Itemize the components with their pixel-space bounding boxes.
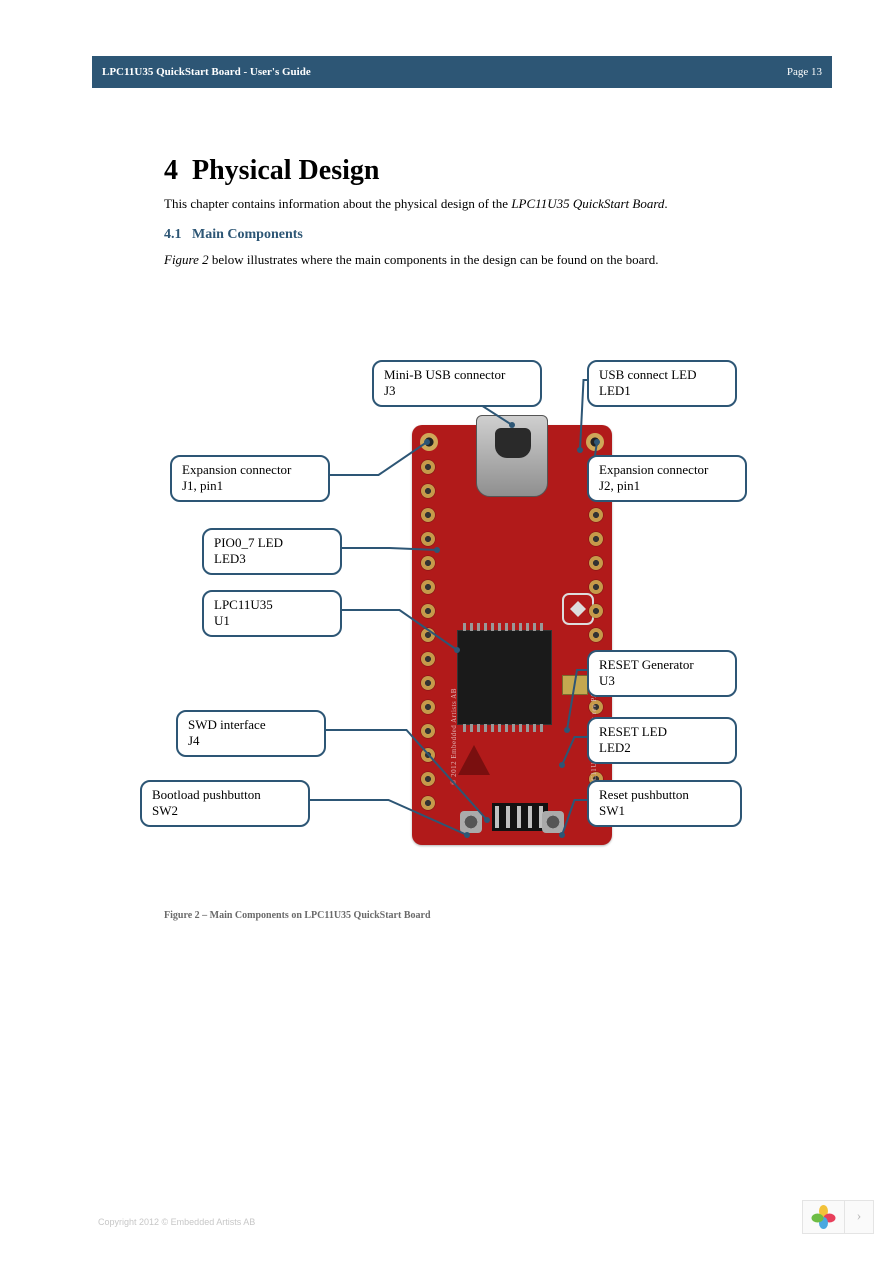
- content-block: 4 Physical Design This chapter contains …: [164, 155, 804, 283]
- callout-title: PIO0_7 LED: [214, 535, 330, 551]
- callout-ref: SW1: [599, 803, 730, 819]
- callout-ref: J3: [384, 383, 530, 399]
- callout-exp-j2: Expansion connectorJ2, pin1: [587, 455, 747, 502]
- pin-hole: [421, 772, 435, 786]
- callout-title: USB connect LED: [599, 367, 725, 383]
- header-title: LPC11U35 QuickStart Board - User's Guide: [102, 66, 311, 78]
- callout-lpc: LPC11U35U1: [202, 590, 342, 637]
- crystal: [562, 675, 588, 695]
- callout-ref: J4: [188, 733, 314, 749]
- callout-pio-led: PIO0_7 LEDLED3: [202, 528, 342, 575]
- figure-caption: Figure 2 – Main Components on LPC11U35 Q…: [164, 910, 431, 921]
- pin-hole: [421, 556, 435, 570]
- pin-hole: [421, 604, 435, 618]
- callout-title: Expansion connector: [599, 462, 735, 478]
- callout-ref: U3: [599, 673, 725, 689]
- pcb-board: © 2012 Embedded Artists AB PC11U35 Quick…: [412, 425, 612, 845]
- callout-ref: LED2: [599, 740, 725, 756]
- copyright-text: Copyright 2012 © Embedded Artists AB: [98, 1217, 255, 1227]
- mount-hole: [420, 433, 438, 451]
- pin-hole: [421, 676, 435, 690]
- callout-ref: J1, pin1: [182, 478, 318, 494]
- callout-title: Reset pushbutton: [599, 787, 730, 803]
- callout-swd: SWD interfaceJ4: [176, 710, 326, 757]
- pin-hole: [421, 508, 435, 522]
- nav-next-icon[interactable]: ›: [845, 1201, 873, 1233]
- callout-title: RESET Generator: [599, 657, 725, 673]
- callout-reset-gen: RESET GeneratorU3: [587, 650, 737, 697]
- header-page-number: Page 13: [787, 66, 822, 78]
- subsection-heading: 4.1 Main Components: [164, 227, 804, 243]
- pin-hole: [589, 532, 603, 546]
- section-heading: 4 Physical Design: [164, 155, 804, 187]
- callout-ref: LED1: [599, 383, 725, 399]
- mount-hole: [586, 433, 604, 451]
- callout-exp-j1: Expansion connectorJ1, pin1: [170, 455, 330, 502]
- pin-hole: [421, 460, 435, 474]
- callout-ref: J2, pin1: [599, 478, 735, 494]
- callout-ref: LED3: [214, 551, 330, 567]
- callout-reset-led: RESET LEDLED2: [587, 717, 737, 764]
- callout-title: Bootload pushbutton: [152, 787, 298, 803]
- pin-hole: [421, 652, 435, 666]
- callout-title: LPC11U35: [214, 597, 330, 613]
- mcu-chip: [457, 630, 552, 725]
- callout-title: RESET LED: [599, 724, 725, 740]
- callout-ref: U1: [214, 613, 330, 629]
- callout-ref: SW2: [152, 803, 298, 819]
- pin-hole: [421, 796, 435, 810]
- pin-hole: [589, 556, 603, 570]
- pin-hole: [421, 484, 435, 498]
- pin-hole: [421, 700, 435, 714]
- usb-connector: [476, 415, 548, 497]
- reset-button: [542, 811, 564, 833]
- pin-hole: [421, 532, 435, 546]
- callout-bootload: Bootload pushbuttonSW2: [140, 780, 310, 827]
- nav-logo-icon: [803, 1201, 845, 1233]
- pin-hole: [421, 580, 435, 594]
- callout-title: Expansion connector: [182, 462, 318, 478]
- nav-widget[interactable]: ›: [802, 1200, 874, 1234]
- callout-usb-led: USB connect LEDLED1: [587, 360, 737, 407]
- pin-hole: [421, 628, 435, 642]
- callout-title: SWD interface: [188, 717, 314, 733]
- subsection-text: Figure 2 below illustrates where the mai…: [164, 251, 804, 269]
- pin-hole: [589, 604, 603, 618]
- swd-header: [492, 803, 548, 831]
- diagram-area: © 2012 Embedded Artists AB PC11U35 Quick…: [92, 350, 832, 890]
- callout-title: Mini-B USB connector: [384, 367, 530, 383]
- pin-hole: [589, 508, 603, 522]
- pin-hole: [421, 748, 435, 762]
- section-intro: This chapter contains information about …: [164, 195, 804, 213]
- board-silkscreen-left: © 2012 Embedded Artists AB: [450, 688, 458, 785]
- pin-hole: [421, 724, 435, 738]
- callout-mini-usb: Mini-B USB connectorJ3: [372, 360, 542, 407]
- bootload-button: [460, 811, 482, 833]
- pin-hole: [589, 580, 603, 594]
- callout-reset-btn: Reset pushbuttonSW1: [587, 780, 742, 827]
- page-header: LPC11U35 QuickStart Board - User's Guide…: [92, 56, 832, 88]
- pin-hole: [589, 628, 603, 642]
- triangle-logo-icon: [458, 745, 490, 775]
